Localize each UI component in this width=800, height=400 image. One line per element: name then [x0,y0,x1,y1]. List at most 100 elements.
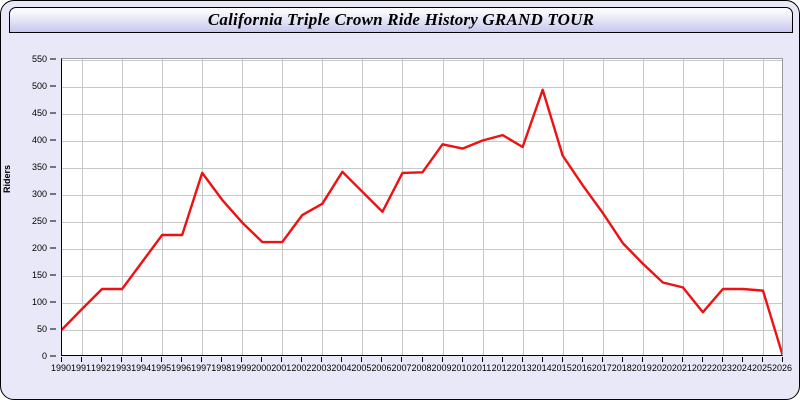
x-tick-label: 2000 [251,363,272,373]
x-tick-label: 2003 [311,363,332,373]
x-tick-mark [121,357,122,362]
gridline-vertical [563,59,564,355]
y-tick-label: 0 [41,350,47,361]
x-tick-label: 1991 [71,363,92,373]
gridline-vertical [322,59,323,355]
x-tick-label: 2012 [491,363,512,373]
y-tick-label: 400 [31,134,47,145]
y-tick-mark [50,355,56,356]
gridline-horizontal [62,140,782,142]
x-tick-mark [141,357,142,362]
y-axis: 0 50 100 150 200 250 300 350 400 450 500 550 [1,54,57,361]
gridline-vertical [402,59,403,355]
x-tick-mark [682,357,683,362]
x-tick-label: 1993 [111,363,132,373]
x-tick-label: 2004 [331,363,352,373]
x-tick-mark [381,357,382,362]
riders-line-series [62,88,782,355]
x-tick-mark [662,357,663,362]
x-tick-mark [281,357,282,362]
x-tick-mark [562,357,563,362]
gridline-vertical [443,59,444,355]
x-tick-mark [241,357,242,362]
gridline-vertical [483,59,484,355]
x-tick-mark [602,357,603,362]
x-tick-mark [442,357,443,362]
gridline-vertical [162,59,163,355]
y-tick-mark [50,301,56,302]
x-tick-mark [722,357,723,362]
gridline-vertical [723,59,724,355]
y-tick-mark [50,112,56,113]
x-tick-label: 2020 [651,363,672,373]
x-tick-mark [462,357,463,362]
x-tick-mark [61,357,62,362]
gridline-vertical [643,59,644,355]
x-tick-mark [642,357,643,362]
x-tick-mark [401,357,402,362]
title-bar: California Triple Crown Ride History GRA… [9,7,793,33]
x-tick-mark [261,357,262,362]
y-tick-label: 450 [31,107,47,118]
x-tick-label: 2006 [371,363,392,373]
gridline-vertical [763,59,764,355]
x-tick-label: 1999 [231,363,252,373]
x-tick-mark [361,357,362,362]
x-tick-label: 2014 [531,363,552,373]
y-tick-mark [50,85,56,86]
y-tick-label: 100 [31,296,47,307]
x-tick-label: 2007 [391,363,412,373]
plot-area [61,58,783,356]
x-tick-label: 2002 [291,363,312,373]
x-tick-label: 1998 [211,363,232,373]
x-tick-mark [782,357,783,362]
x-tick-mark [582,357,583,362]
gridline-vertical [282,59,283,355]
x-tick-label: 1995 [151,363,172,373]
gridline-vertical [202,59,203,355]
x-tick-label: 2009 [431,363,452,373]
x-tick-mark [482,357,483,362]
y-tick-label: 500 [31,80,47,91]
x-tick-label: 1992 [91,363,112,373]
y-tick-mark [50,58,56,59]
x-tick-label: 2018 [611,363,632,373]
x-tick-label: 2005 [351,363,372,373]
y-tick-label: 200 [31,242,47,253]
x-tick-mark [161,357,162,362]
x-tick-label: 2019 [631,363,652,373]
x-tick-mark [742,357,743,362]
x-tick-mark [301,357,302,362]
gridline-horizontal [62,194,782,196]
gridline-vertical [122,59,123,355]
x-tick-label: 2022 [691,363,712,373]
x-tick-label: 1996 [171,363,192,373]
x-tick-mark [762,357,763,362]
y-tick-label: 50 [36,323,47,334]
y-tick-label: 350 [31,161,47,172]
x-tick-label: 1994 [131,363,152,373]
gridline-horizontal [62,113,782,115]
gridline-horizontal [62,329,782,331]
x-tick-label: 2023 [711,363,732,373]
gridline-horizontal [62,86,782,88]
gridline-horizontal [62,59,782,61]
x-tick-mark [622,357,623,362]
x-tick-mark [522,357,523,362]
gridline-horizontal [62,275,782,277]
x-tick-label: 2021 [671,363,692,373]
x-tick-mark [422,357,423,362]
x-axis: 1990 1991 1992 1993 1994 1995 1996 1997 1998 1999… [51,357,792,387]
x-tick-label: 2008 [411,363,432,373]
y-tick-label: 550 [31,53,47,64]
x-tick-label: 2025 [751,363,772,373]
x-tick-mark [341,357,342,362]
x-tick-label: 2013 [511,363,532,373]
gridline-vertical [523,59,524,355]
x-tick-mark [702,357,703,362]
y-tick-mark [50,247,56,248]
x-tick-mark [502,357,503,362]
gridline-vertical [683,59,684,355]
y-tick-mark [50,328,56,329]
